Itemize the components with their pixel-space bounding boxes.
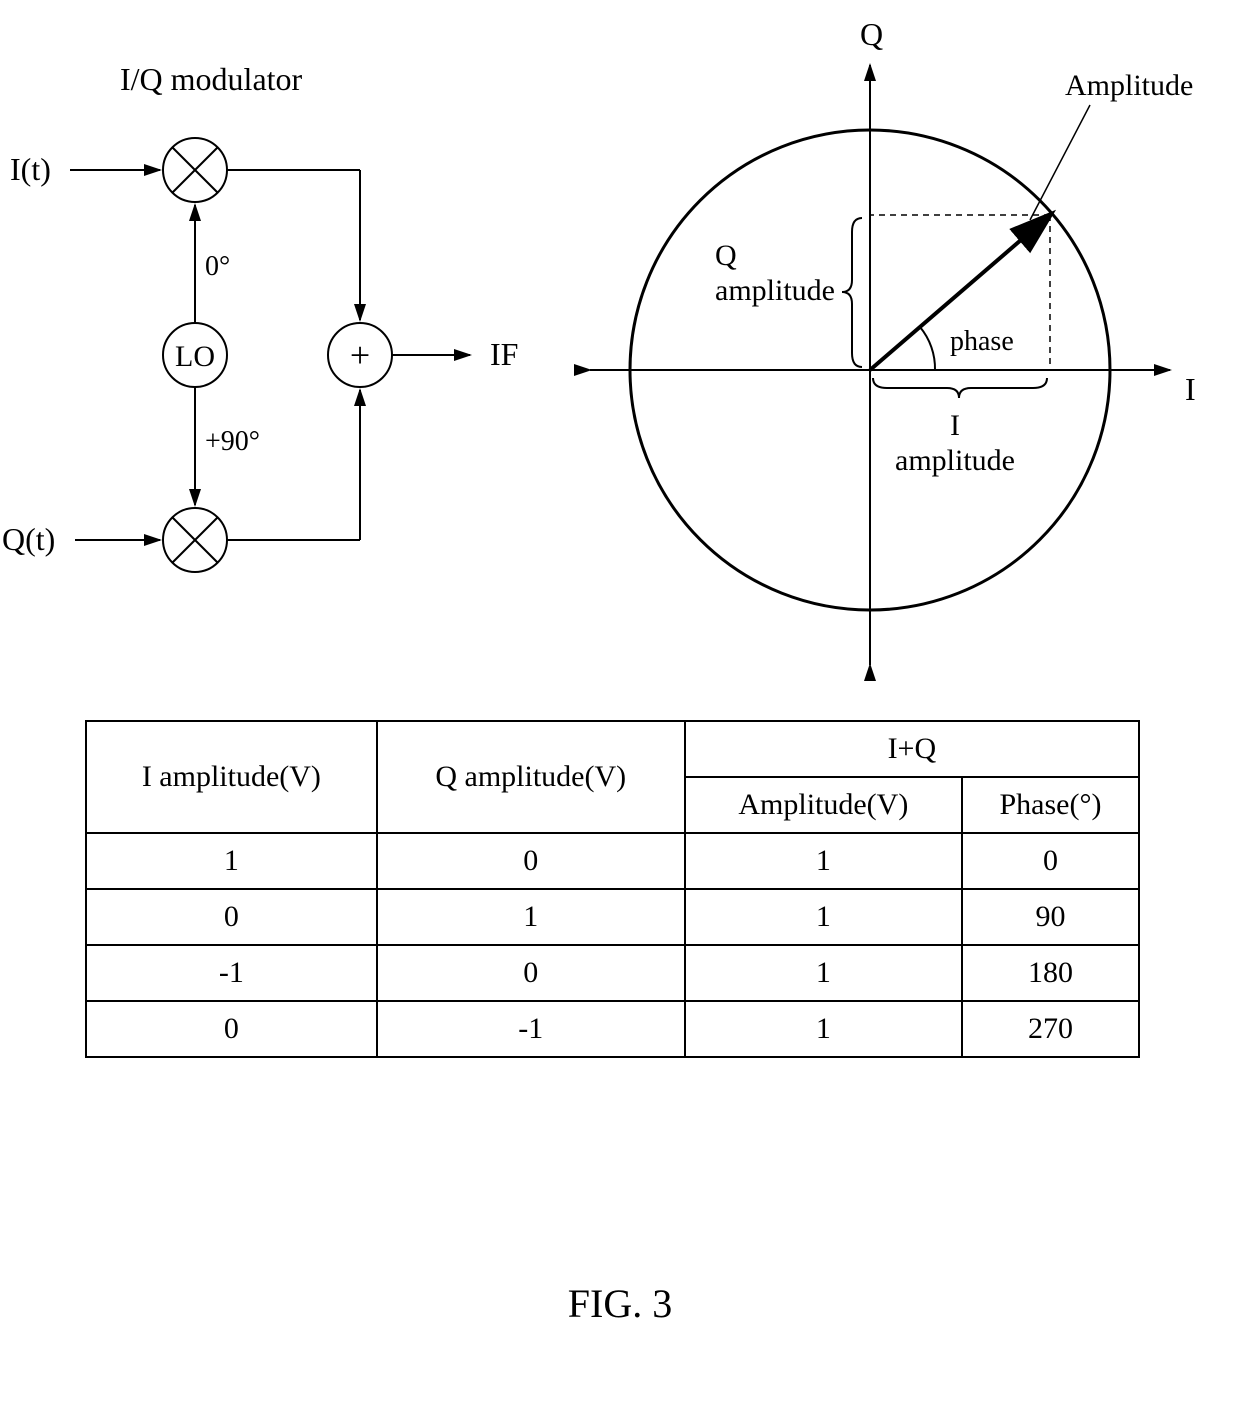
table-row: 0 1 1 90 [86,889,1139,945]
col-header-phase: Phase(°) [962,777,1139,833]
axis-q-label: Q [860,16,883,52]
lo-node: LO [163,323,227,387]
summer-node: + [328,323,392,387]
input-q-label: Q(t) [2,521,55,557]
q-brace [842,218,862,367]
col-header-i: I amplitude(V) [86,721,377,833]
phase-arc [920,327,935,370]
summer-label: + [350,335,370,375]
mixer-upper [163,138,227,202]
col-header-amp: Amplitude(V) [685,777,962,833]
q-amp-label-2: amplitude [715,274,835,307]
table-row: -1 0 1 180 [86,945,1139,1001]
modulator-title: I/Q modulator [120,61,303,97]
col-header-q: Q amplitude(V) [377,721,685,833]
amplitude-label: Amplitude [1065,69,1193,102]
lo-label: LO [175,340,215,373]
table-row: 0 -1 1 270 [86,1001,1139,1057]
phase-label: phase [950,326,1014,357]
modulator-diagram: I/Q modulator I(t) Q(t) LO 0° +90° [0,30,560,650]
phase90-label: +90° [205,426,260,457]
i-amp-label-1: I [950,409,960,442]
iq-table: I amplitude(V) Q amplitude(V) I+Q Amplit… [85,720,1140,1058]
i-amp-label-2: amplitude [895,444,1015,477]
axis-i-label: I [1185,371,1196,407]
figure-label: FIG. 3 [0,1280,1240,1327]
phase0-label: 0° [205,251,230,282]
if-label: IF [490,336,518,372]
col-header-iq: I+Q [685,721,1139,777]
figure-container: I/Q modulator I(t) Q(t) LO 0° +90° [0,0,1240,1415]
phasor-diagram: I Q phase Amplitude Q amplitude I amplit… [560,0,1240,700]
mixer-lower [163,508,227,572]
q-amp-label-1: Q [715,239,737,272]
table-row: 1 0 1 0 [86,833,1139,889]
input-i-label: I(t) [10,151,51,187]
i-brace [873,378,1047,398]
